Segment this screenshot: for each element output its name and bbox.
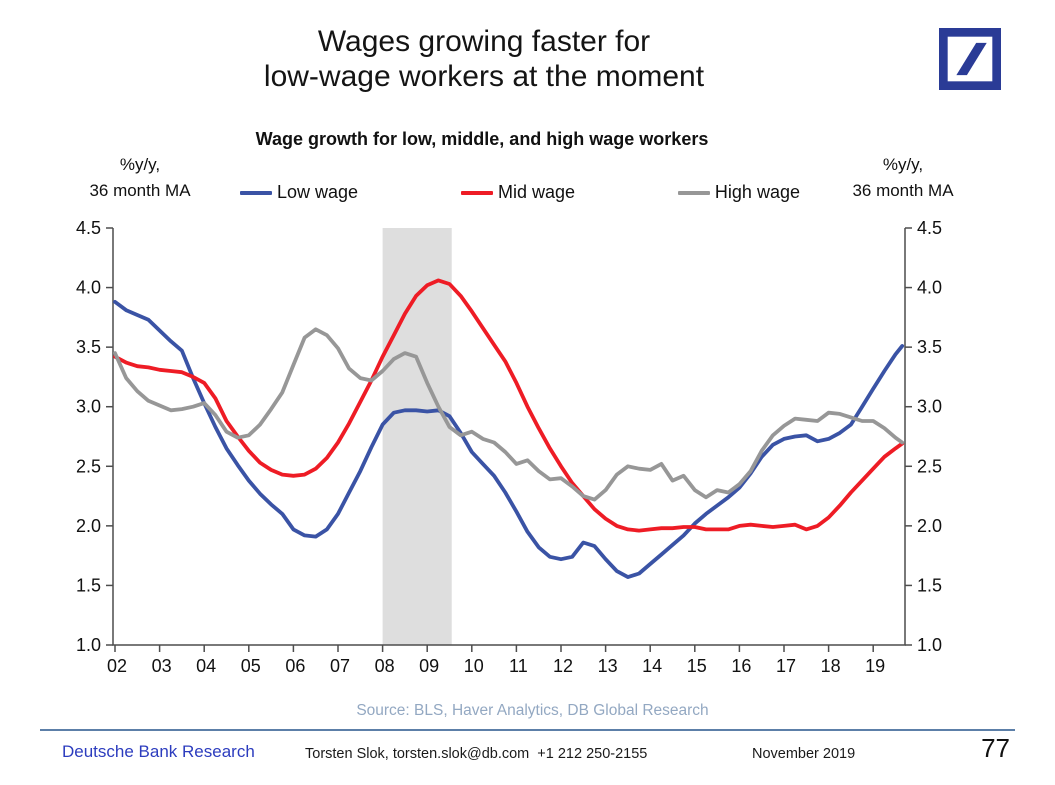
right-y-tick-label: 2.0 <box>917 516 942 536</box>
page-title-line-2: low-wage workers at the moment <box>263 60 705 93</box>
mid-wage-line <box>113 278 905 533</box>
chart-legend: Low wage Mid wage High wage <box>240 182 800 203</box>
x-tick-label: 06 <box>285 656 305 676</box>
left-y-tick-label: 4.5 <box>76 218 101 238</box>
footer-contact: Torsten Slok, torsten.slok@db.com +1 212… <box>305 746 648 762</box>
x-tick-label: 18 <box>821 656 841 676</box>
page-title: Wages growing faster for low-wage worker… <box>0 24 968 94</box>
x-tick-label: 13 <box>598 656 618 676</box>
page-title-line-1: Wages growing faster for <box>317 25 651 58</box>
right-y-tick-label: 1.5 <box>917 575 942 595</box>
high-wage-line <box>113 327 905 502</box>
left-y-tick-label: 4.0 <box>76 278 101 298</box>
right-y-tick-label: 3.0 <box>917 397 942 417</box>
x-tick-label: 02 <box>107 656 127 676</box>
right-y-tick-label: 4.0 <box>917 278 942 298</box>
right-axis-unit-label: %y/y, 36 month MA <box>823 152 983 204</box>
axis-frame <box>112 228 906 646</box>
x-tick-label: 15 <box>687 656 707 676</box>
footer-brand: Deutsche Bank Research <box>62 742 255 761</box>
right-y-tick-label: 3.5 <box>917 337 942 357</box>
right-axis-unit-line-2: 36 month MA <box>852 181 954 200</box>
mid-wage-line-swatch-icon <box>460 190 493 195</box>
x-tick-label: 12 <box>553 656 573 676</box>
x-tick-label: 17 <box>776 656 796 676</box>
right-axis-unit-line-1: %y/y, <box>882 155 924 174</box>
legend-item-mid-wage: Mid wage <box>460 182 576 203</box>
left-axis-unit-label: %y/y, 36 month MA <box>60 152 220 204</box>
left-y-tick-label: 3.0 <box>76 397 101 417</box>
x-tick-label: 08 <box>375 656 395 676</box>
left-y-tick-label: 2.0 <box>76 516 101 536</box>
recession-band <box>382 228 452 645</box>
x-tick-label: 03 <box>152 656 172 676</box>
x-tick-label: 10 <box>464 656 484 676</box>
low-wage-line-swatch-icon <box>240 190 272 195</box>
x-tick-label: 05 <box>241 656 261 676</box>
legend-item-high-wage: High wage <box>677 182 800 203</box>
footer-date: November 2019 <box>752 746 856 762</box>
footer-divider <box>40 729 1015 731</box>
high-wage-line-swatch-icon <box>677 190 710 195</box>
x-tick-label: 16 <box>731 656 751 676</box>
legend-label-mid-wage: Mid wage <box>497 182 576 202</box>
x-tick-label: 04 <box>196 656 216 676</box>
source-note: Source: BLS, Haver Analytics, DB Global … <box>356 702 709 719</box>
deutsche-bank-logo-icon <box>939 28 1001 90</box>
legend-label-low-wage: Low wage <box>277 182 359 202</box>
x-tick-label: 19 <box>865 656 885 676</box>
left-axis-unit-line-1: %y/y, <box>119 155 161 174</box>
left-axis-unit-line-2: 36 month MA <box>89 181 191 200</box>
x-tick-label: 09 <box>419 656 439 676</box>
x-tick-label: 07 <box>330 656 350 676</box>
legend-label-high-wage: High wage <box>714 182 800 202</box>
left-y-tick-label: 3.5 <box>76 337 101 357</box>
left-y-tick-label: 1.5 <box>76 575 101 595</box>
legend-item-low-wage: Low wage <box>240 182 358 203</box>
page-number: 77 <box>981 733 1010 763</box>
low-wage-line <box>113 299 905 579</box>
x-tick-label: 14 <box>642 656 662 676</box>
right-y-tick-label: 1.0 <box>917 635 942 655</box>
right-y-tick-label: 2.5 <box>917 456 942 476</box>
left-y-tick-label: 1.0 <box>76 635 101 655</box>
chart-title: Wage growth for low, middle, and high wa… <box>255 129 709 149</box>
right-y-tick-label: 4.5 <box>917 218 942 238</box>
left-y-tick-label: 2.5 <box>76 456 101 476</box>
x-tick-label: 11 <box>509 656 528 676</box>
